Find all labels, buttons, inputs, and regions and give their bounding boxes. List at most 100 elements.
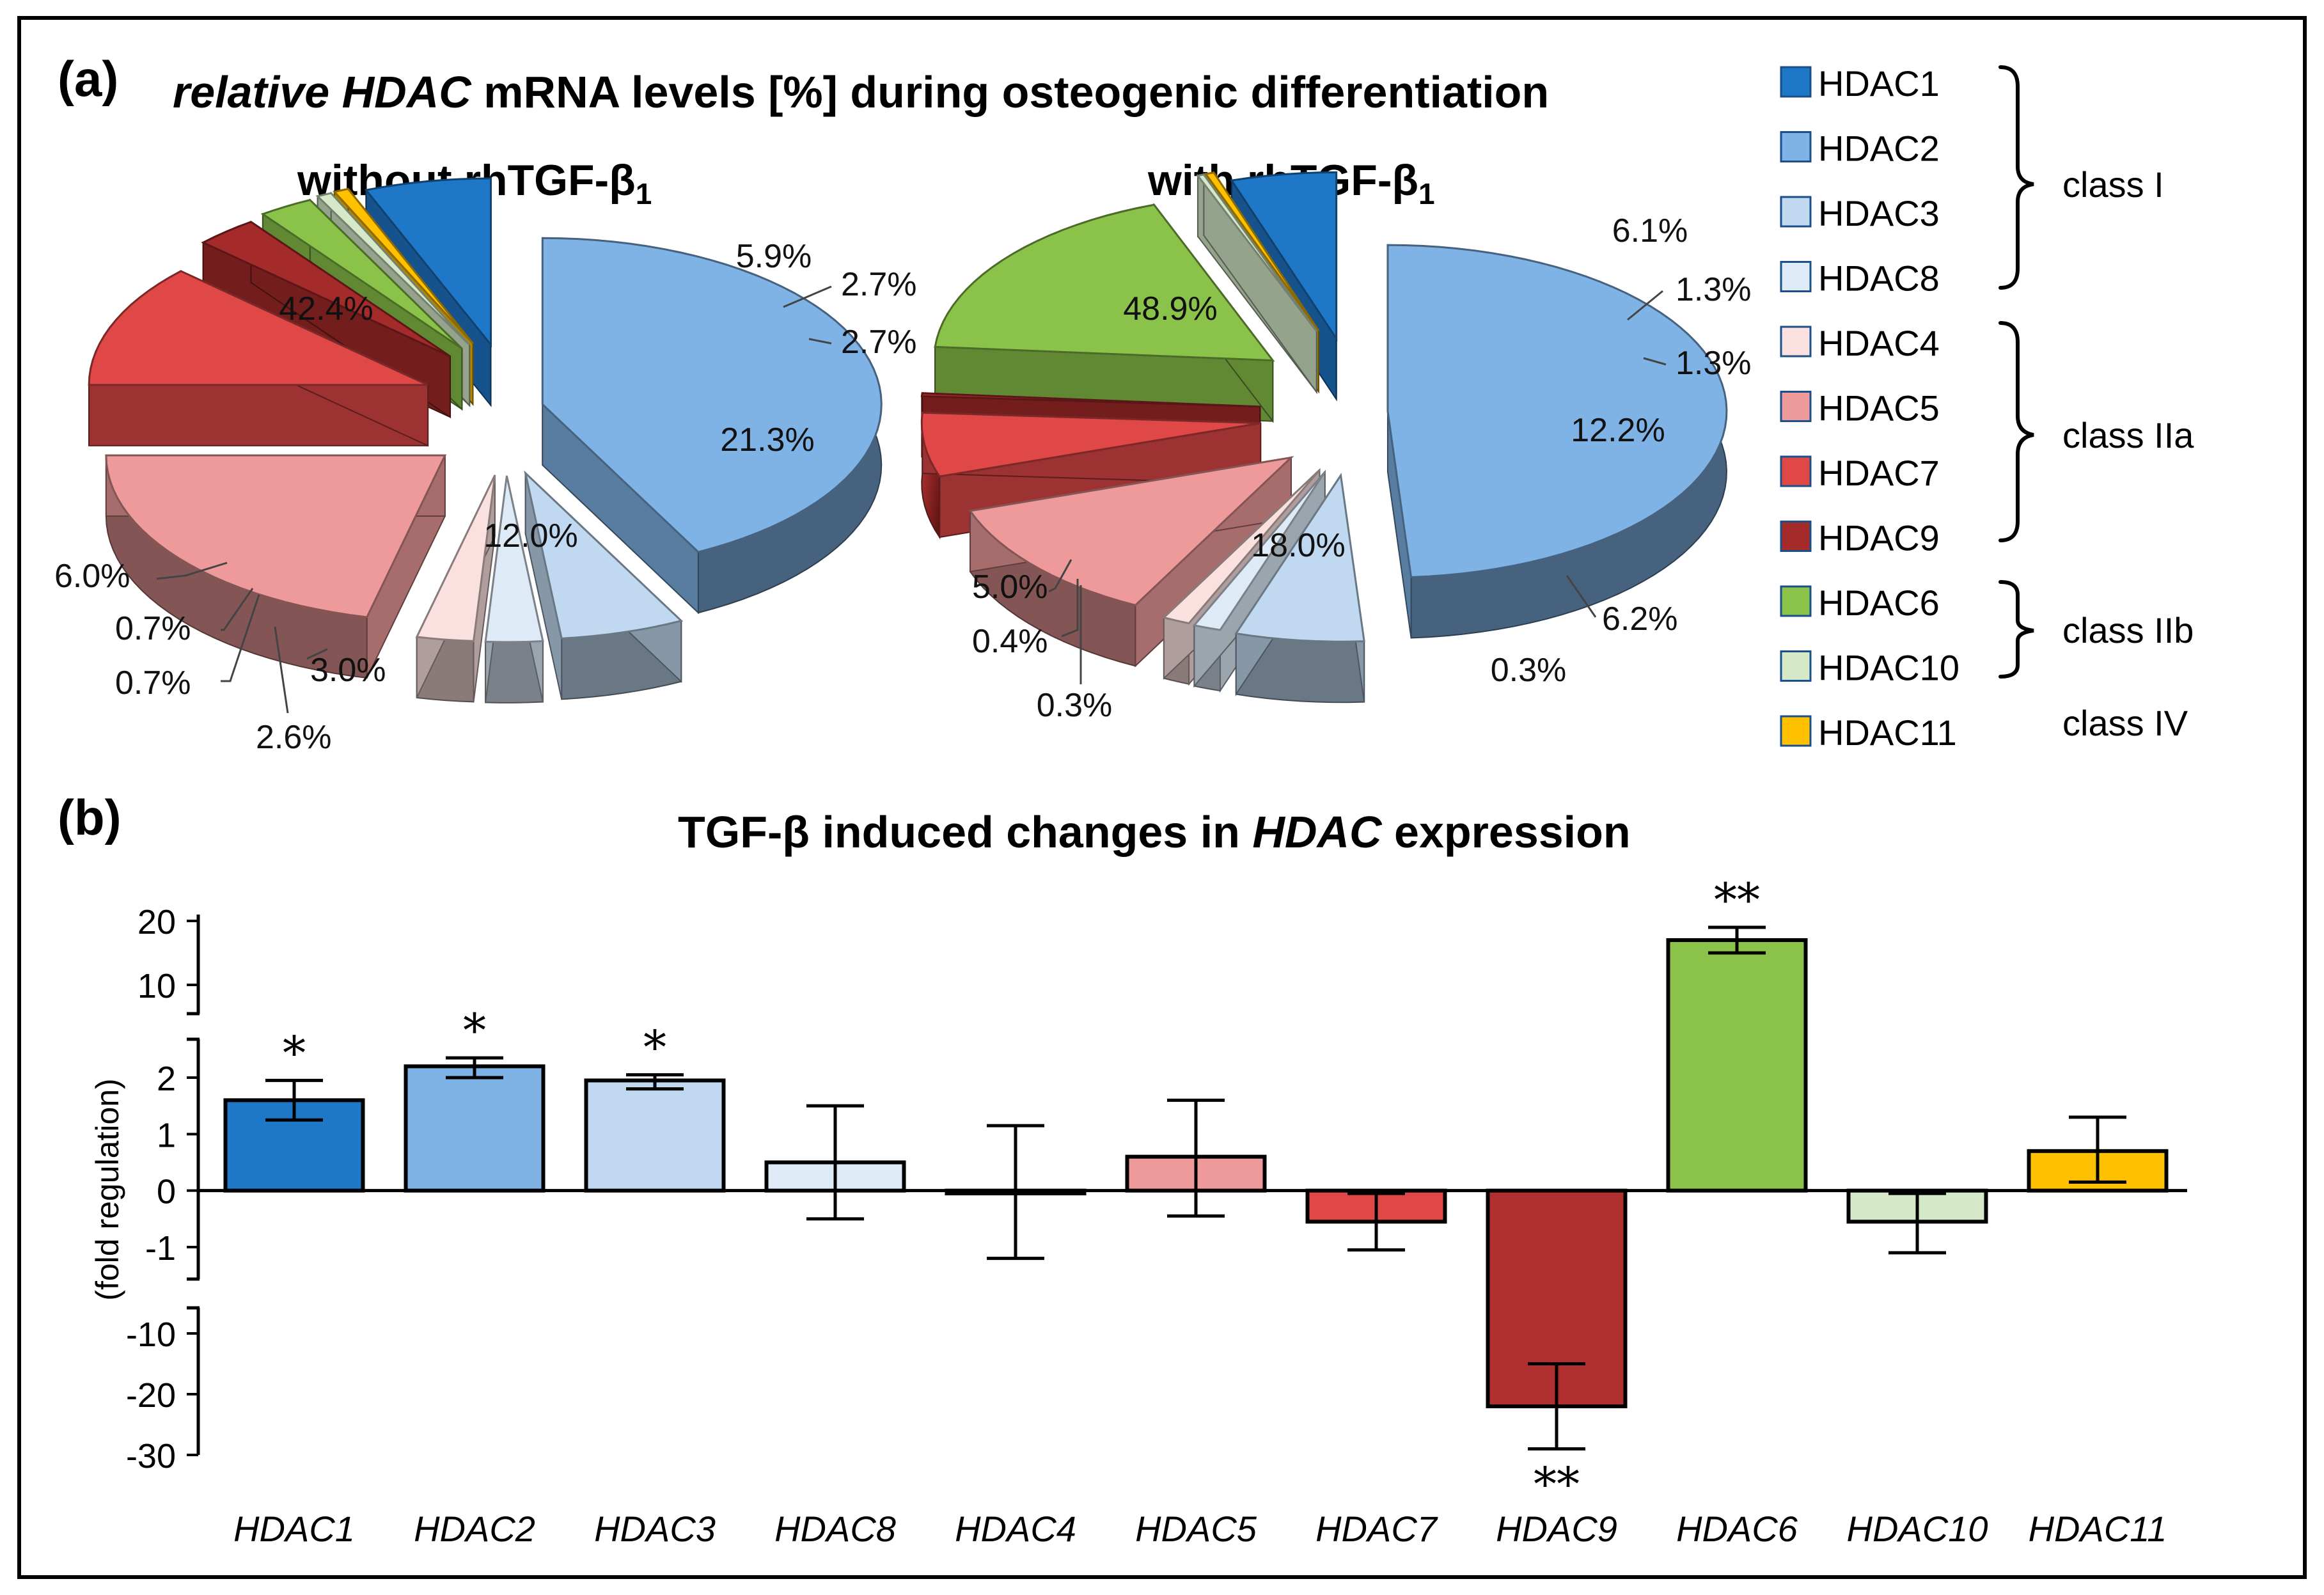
pie-leader-hdac9 (306, 648, 328, 660)
x-label-hdac4: HDAC4 (955, 1509, 1076, 1549)
x-label-hdac7: HDAC7 (1315, 1509, 1438, 1549)
bar-hdac3 (584, 1078, 726, 1193)
pie-label-hdac9: 0.3% (1491, 652, 1567, 689)
legend-swatch-hdac9 (1780, 521, 1812, 552)
pie-slice-hdac11 (333, 187, 474, 345)
x-label-hdac1: HDAC1 (233, 1509, 355, 1549)
y-tick-label-8: -30 (126, 1437, 176, 1475)
pie-slice-hdac9 (920, 392, 1260, 408)
pie-label-hdac4: 1.3% (1676, 345, 1752, 382)
y-axis-label: (fold regulation) (90, 1078, 125, 1300)
legend-label-hdac3: HDAC3 (1818, 193, 1940, 233)
class-iia-brace (1998, 321, 2034, 542)
pie-slice-hdac8 (1192, 471, 1326, 631)
legend-swatch-hdac7 (1780, 455, 1812, 487)
legend-label-hdac5: HDAC5 (1818, 388, 1940, 428)
legend-label-hdac4: HDAC4 (1818, 323, 1940, 363)
pie-slice-hdac10 (315, 192, 471, 346)
pie-chart-without-tgf: 42.4% 5.9% 2.7% 2.7% 21.3% 12.0% 3.0% 2.6% 0.7% 0… (54, 177, 917, 756)
pie-right-title-sub: 1 (1418, 177, 1435, 210)
pie-slice-hdac3 (524, 470, 684, 640)
panel-b-label: (b) (58, 789, 122, 845)
class-i-brace (1998, 65, 2034, 290)
pie-leader-hdac8 (783, 285, 832, 308)
pie-leader-hdac11 (1061, 579, 1079, 638)
significance-hdac3: * (643, 1021, 666, 1074)
pie-label-hdac4: 2.7% (841, 324, 917, 361)
pie-slice-hdac2 (1386, 244, 1728, 579)
legend-swatch-hdac11 (1780, 715, 1812, 747)
legend-swatch-hdac4 (1780, 326, 1812, 358)
pie-label-hdac8: 1.3% (1676, 271, 1752, 308)
pie-slice-hdac6 (260, 198, 463, 350)
x-label-hdac6: HDAC6 (1676, 1509, 1798, 1549)
panel-b-title-pre: TGF-β induced changes in (678, 807, 1252, 857)
bar-hdac6 (1666, 938, 1808, 1193)
pie-label-hdac3: 6.1% (1612, 212, 1688, 249)
legend-label-hdac1: HDAC1 (1818, 63, 1940, 104)
legend-swatch-hdac3 (1780, 196, 1812, 228)
pie-left-title-sub: 1 (636, 177, 652, 210)
class-iib-label: class IIb (2062, 610, 2194, 650)
legend-swatch-hdac2 (1780, 131, 1812, 162)
x-label-hdac2: HDAC2 (414, 1509, 535, 1549)
legend-label-hdac9: HDAC9 (1818, 518, 1940, 558)
pie-slice-hdac6 (934, 203, 1275, 362)
pie-label-hdac11: 0.7% (115, 610, 191, 647)
pie-leader-hdac1 (1048, 559, 1072, 593)
x-label-hdac3: HDAC3 (594, 1509, 716, 1549)
x-label-hdac5: HDAC5 (1135, 1509, 1257, 1549)
pie-slice-hdac9 (201, 221, 451, 358)
pie-label-hdac6: 18.0% (1251, 527, 1345, 564)
legend-swatch-hdac8 (1780, 261, 1812, 292)
pie-slice-hdac5 (105, 454, 447, 618)
y-tick-label-0: 20 (137, 903, 176, 941)
bar-hdac2 (404, 1064, 546, 1193)
class-brackets (1998, 65, 2034, 679)
pie-slice-hdac2 (541, 237, 883, 553)
pie-slice-hdac3 (1234, 473, 1365, 643)
pie-label-hdac2: 42.4% (279, 290, 373, 327)
pie-label-hdac10: 0.3% (1037, 687, 1113, 724)
pie-label-hdac10: 0.7% (115, 664, 191, 702)
legend-label-hdac10: HDAC10 (1818, 648, 1959, 688)
pie-slice-hdac10 (1196, 173, 1317, 333)
pie-label-hdac3: 5.9% (736, 238, 812, 275)
panel-b-title: TGF-β induced changes in HDAC expression (678, 807, 1631, 857)
pie-label-hdac5: 21.3% (720, 421, 814, 459)
pie-leader-hdac8 (1627, 290, 1663, 321)
pie-label-hdac1: 6.0% (54, 558, 130, 595)
panel-a-title-italic: relative HDAC (173, 67, 472, 117)
pie-slice-hdac4 (415, 475, 496, 642)
legend-swatch-hdac6 (1780, 585, 1812, 617)
legend-swatch-hdac1 (1780, 66, 1812, 98)
pie-label-hdac7: 6.2% (1602, 601, 1678, 638)
panel-b-title-italic: HDAC (1252, 807, 1383, 857)
pie-leader-hdac7 (1566, 575, 1597, 618)
y-tick-label-6: -10 (126, 1316, 176, 1354)
pie-leader-hdac10 (221, 594, 260, 682)
pie-leader-hdac1 (156, 562, 228, 580)
legend-swatch-hdac10 (1780, 650, 1812, 682)
class-iia-label: class IIa (2062, 415, 2194, 455)
significance-hdac2: * (463, 1003, 486, 1057)
pie-label-hdac7: 12.0% (483, 517, 577, 554)
class-i-label: class I (2062, 164, 2164, 205)
legend-label-hdac2: HDAC2 (1818, 129, 1940, 169)
pie-slice-hdac1 (1230, 171, 1338, 342)
pie-label-hdac8: 2.7% (841, 266, 917, 303)
significance-hdac6: ** (1714, 873, 1760, 927)
legend-label-hdac8: HDAC8 (1818, 258, 1940, 299)
y-tick-label-7: -20 (126, 1376, 176, 1415)
y-tick-label-5: -1 (145, 1229, 176, 1268)
legend-label-hdac7: HDAC7 (1818, 453, 1940, 493)
pie-slice-hdac5 (968, 456, 1294, 606)
y-tick-label-1: 10 (137, 967, 176, 1005)
pie-slice-hdac7 (88, 270, 428, 386)
pie-leader-hdac4 (808, 338, 832, 345)
panel-a-title-rest: mRNA levels [%] during osteogenic differ… (471, 67, 1549, 117)
pie-slice-hdac8 (484, 475, 544, 643)
pie-slice-hdac11 (1204, 171, 1320, 332)
pie-slice-hdac7 (920, 411, 1261, 478)
